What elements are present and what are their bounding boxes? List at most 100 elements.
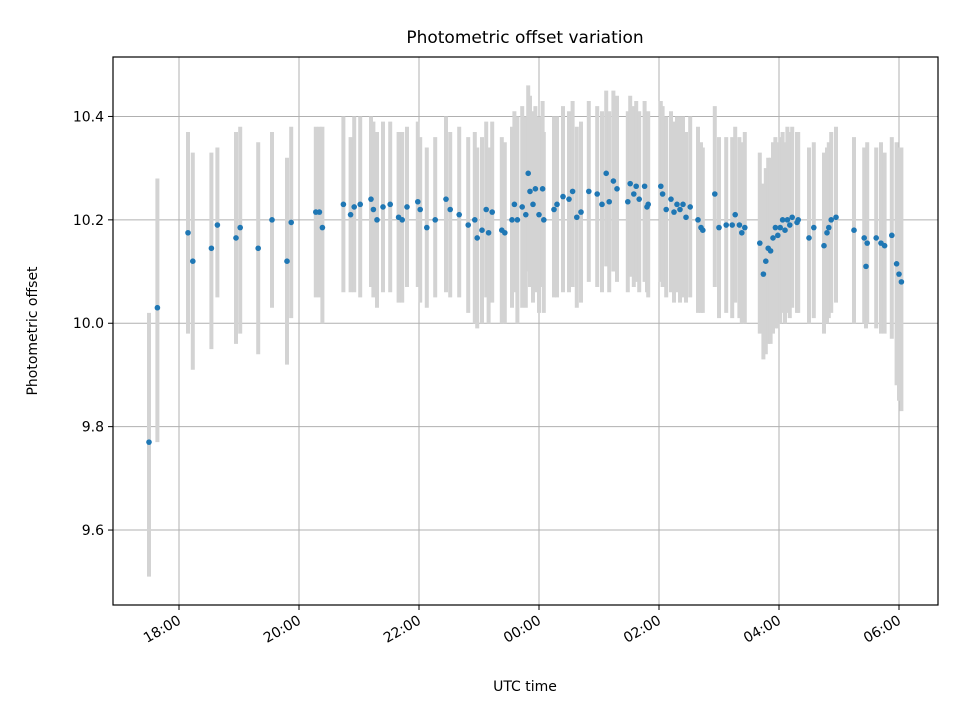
data-point <box>532 186 539 192</box>
data-point <box>742 224 748 231</box>
data-points <box>146 170 905 445</box>
y-tick-label: 9.8 <box>82 420 104 436</box>
data-point <box>599 201 605 208</box>
data-point <box>861 235 867 241</box>
data-point <box>357 201 364 208</box>
data-point <box>824 229 830 236</box>
data-point <box>447 206 454 213</box>
data-point <box>255 245 261 252</box>
data-point <box>525 170 531 177</box>
data-point <box>569 188 576 195</box>
data-point <box>509 217 515 223</box>
data-point <box>603 170 609 177</box>
data-point <box>214 222 221 228</box>
data-point <box>826 224 832 231</box>
data-point <box>695 217 701 223</box>
data-point <box>736 222 743 228</box>
data-point <box>687 204 693 210</box>
data-point <box>723 222 729 228</box>
data-point <box>668 196 674 202</box>
data-point <box>777 224 783 231</box>
data-point <box>821 242 827 249</box>
data-point <box>757 240 763 246</box>
data-point <box>627 180 633 187</box>
y-tick-label: 10.0 <box>73 316 104 332</box>
data-point <box>472 217 478 223</box>
chart-title: Photometric offset variation <box>406 28 643 48</box>
data-point <box>502 229 508 236</box>
data-point <box>284 258 290 265</box>
data-point <box>889 232 895 239</box>
x-axis-label: UTC time <box>493 679 557 695</box>
data-point <box>811 224 817 231</box>
data-point <box>190 258 196 265</box>
data-point <box>674 201 680 208</box>
y-tick-label: 10.4 <box>73 109 104 125</box>
data-point <box>779 217 786 223</box>
data-point <box>404 204 410 210</box>
data-point <box>784 217 791 223</box>
data-point <box>833 214 839 221</box>
data-point <box>578 209 584 215</box>
data-point <box>712 191 718 197</box>
data-point <box>680 201 686 208</box>
data-point <box>739 229 745 236</box>
data-point <box>415 198 421 205</box>
data-point <box>659 191 666 197</box>
data-point <box>625 198 631 205</box>
data-point <box>269 217 275 223</box>
data-point <box>851 227 857 233</box>
data-point <box>594 191 600 197</box>
data-point <box>828 217 834 223</box>
data-point <box>631 191 637 197</box>
data-point <box>614 186 620 192</box>
data-point <box>340 201 347 208</box>
data-point <box>319 224 326 231</box>
plot-frame <box>112 56 939 606</box>
data-point <box>782 227 788 233</box>
data-point <box>633 183 639 190</box>
data-point <box>514 217 521 223</box>
data-point <box>560 193 566 200</box>
data-point <box>351 204 358 210</box>
data-point <box>432 217 439 223</box>
data-point <box>716 224 722 231</box>
data-point <box>551 206 557 213</box>
data-point <box>554 201 560 208</box>
data-point <box>443 196 449 202</box>
data-point <box>663 206 669 213</box>
data-point <box>536 211 542 218</box>
data-point <box>795 217 801 223</box>
data-point <box>233 235 239 241</box>
data-point <box>456 211 463 218</box>
data-point <box>700 227 706 233</box>
data-point <box>465 222 472 228</box>
y-tick-label: 10.2 <box>73 213 104 229</box>
data-point <box>208 245 215 252</box>
data-point <box>767 248 774 254</box>
data-point <box>881 242 888 249</box>
data-point <box>485 229 492 236</box>
data-point <box>483 206 490 213</box>
data-point <box>775 232 781 239</box>
data-point <box>474 235 481 241</box>
data-point <box>368 196 374 202</box>
data-point <box>896 271 902 277</box>
data-point <box>566 196 572 202</box>
data-point <box>511 201 518 208</box>
data-point <box>606 198 612 205</box>
data-point <box>374 217 380 223</box>
data-point <box>893 260 900 267</box>
data-point <box>347 211 354 218</box>
data-point <box>237 224 243 231</box>
data-point <box>863 263 869 270</box>
data-point <box>683 214 689 221</box>
data-point <box>154 304 161 311</box>
data-point <box>770 235 776 241</box>
data-point <box>399 217 406 223</box>
data-point <box>641 183 648 190</box>
data-point <box>772 224 779 231</box>
data-point <box>539 186 546 192</box>
